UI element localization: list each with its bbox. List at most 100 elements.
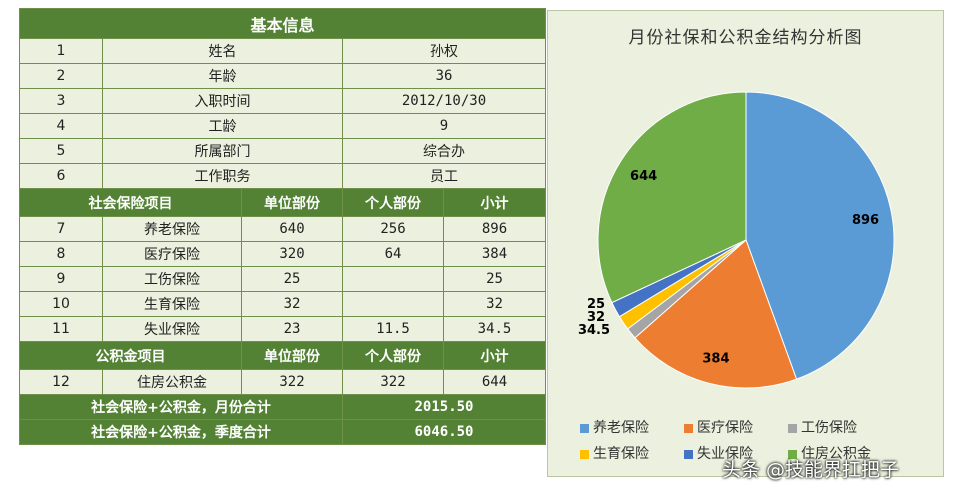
legend-item: 养老保险	[580, 417, 684, 437]
row-number: 6	[19, 163, 103, 189]
column-header: 小计	[443, 188, 546, 217]
field-label: 工龄	[102, 113, 343, 139]
chart-legend: 养老保险 医疗保险 工伤保险生育保险 失业保险 住房公积金	[580, 417, 920, 469]
pie-slice-1	[745, 91, 895, 380]
pie-slice-2	[634, 239, 798, 389]
item-name: 工伤保险	[102, 266, 242, 292]
quarter-total-row: 社会保险+公积金，季度合计 6046.50	[19, 419, 546, 445]
pie-slice-6	[597, 91, 747, 304]
insurance-row: 10 生育保险 32 32	[19, 291, 546, 317]
field-label: 所属部门	[102, 138, 343, 164]
legend-label: 生育保险	[593, 446, 649, 462]
legend-swatch	[580, 449, 589, 459]
item-name: 生育保险	[102, 291, 242, 317]
quarter-total-value: 6046.50	[342, 419, 546, 445]
insurance-row: 8 医疗保险 320 64 384	[19, 241, 546, 267]
legend-item: 医疗保险	[684, 417, 788, 437]
subtotal: 34.5	[443, 316, 546, 342]
personal-part	[342, 266, 444, 292]
quarter-total-label: 社会保险+公积金，季度合计	[19, 419, 343, 445]
basic-info-header: 基本信息	[19, 8, 546, 39]
insurance-row: 11 失业保险 23 11.5 34.5	[19, 316, 546, 342]
field-label: 工作职务	[102, 163, 343, 189]
subtotal: 896	[443, 216, 546, 242]
field-value: 2012/10/30	[342, 88, 546, 114]
insurance-row: 9 工伤保险 25 25	[19, 266, 546, 292]
column-header: 个人部份	[342, 341, 444, 370]
row-number: 10	[19, 291, 103, 317]
item-name: 住房公积金	[102, 369, 242, 395]
field-value: 36	[342, 63, 546, 89]
subtotal: 25	[443, 266, 546, 292]
legend-label: 工伤保险	[801, 420, 857, 436]
data-label-5: 34.5	[578, 323, 610, 338]
field-label: 姓名	[102, 38, 343, 64]
fund-header-row: 公积金项目 单位部份 个人部份 小计	[19, 341, 546, 370]
subtotal: 644	[443, 369, 546, 395]
basic-info-row: 1 姓名 孙权	[19, 38, 546, 64]
personal-part: 11.5	[342, 316, 444, 342]
field-value: 综合办	[342, 138, 546, 164]
data-label-3: 25	[587, 297, 605, 312]
monthly-total-label: 社会保险+公积金，月份合计	[19, 394, 343, 420]
row-number: 8	[19, 241, 103, 267]
legend-swatch	[580, 423, 589, 433]
item-name: 医疗保险	[102, 241, 242, 267]
legend-swatch	[684, 423, 693, 433]
data-label-1: 896	[852, 213, 879, 228]
basic-info-row: 2 年龄 36	[19, 63, 546, 89]
column-header: 单位部份	[241, 188, 343, 217]
legend-item: 住房公积金	[788, 443, 892, 463]
unit-part: 23	[241, 316, 343, 342]
legend-label: 失业保险	[697, 446, 753, 462]
data-label-6: 644	[630, 169, 657, 184]
field-label: 入职时间	[102, 88, 343, 114]
legend-swatch	[788, 449, 797, 459]
legend-swatch	[684, 449, 693, 459]
basic-info-row: 4 工龄 9	[19, 113, 546, 139]
legend-item: 失业保险	[684, 443, 788, 463]
column-header: 单位部份	[241, 341, 343, 370]
fund-row: 12 住房公积金 322 322 644	[19, 369, 546, 395]
legend-item: 工伤保险	[788, 417, 892, 437]
info-table: 基本信息 1 姓名 孙权 2 年龄 36 3 入职时间 2012/10/30 4 工龄 9 5 所属部门 综合…	[19, 8, 546, 445]
row-number: 1	[19, 38, 103, 64]
column-header: 个人部份	[342, 188, 444, 217]
watermark: 头条 @技能界扛把子	[722, 459, 900, 481]
unit-part: 32	[241, 291, 343, 317]
row-number: 12	[19, 369, 103, 395]
item-name: 失业保险	[102, 316, 242, 342]
insurance-row: 7 养老保险 640 256 896	[19, 216, 546, 242]
monthly-total-row: 社会保险+公积金，月份合计 2015.50	[19, 394, 546, 420]
row-number: 2	[19, 63, 103, 89]
chart-title: 月份社保和公积金结构分析图	[628, 28, 863, 48]
insurance-header-row: 社会保险项目 单位部份 个人部份 小计	[19, 188, 546, 217]
row-number: 4	[19, 113, 103, 139]
personal-part	[342, 291, 444, 317]
row-number: 3	[19, 88, 103, 114]
legend-label: 养老保险	[593, 420, 649, 436]
unit-part: 320	[241, 241, 343, 267]
data-label-4: 32	[587, 310, 605, 325]
legend-item: 生育保险	[580, 443, 684, 463]
unit-part: 25	[241, 266, 343, 292]
unit-part: 640	[241, 216, 343, 242]
field-value: 员工	[342, 163, 546, 189]
field-label: 年龄	[102, 63, 343, 89]
subtotal: 384	[443, 241, 546, 267]
basic-info-row: 3 入职时间 2012/10/30	[19, 88, 546, 114]
legend-label: 医疗保险	[697, 420, 753, 436]
row-number: 5	[19, 138, 103, 164]
legend-label: 住房公积金	[801, 446, 871, 462]
unit-part: 322	[241, 369, 343, 395]
row-number: 7	[19, 216, 103, 242]
basic-info-row: 5 所属部门 综合办	[19, 138, 546, 164]
row-number: 9	[19, 266, 103, 292]
field-value: 9	[342, 113, 546, 139]
chart-panel: 月份社保和公积金结构分析图 896 384 25 32 34.5 644 养老保险 医疗保险…	[547, 10, 944, 477]
monthly-total-value: 2015.50	[342, 394, 546, 420]
basic-info-row: 6 工作职务 员工	[19, 163, 546, 189]
field-value: 孙权	[342, 38, 546, 64]
column-header: 社会保险项目	[19, 188, 242, 217]
